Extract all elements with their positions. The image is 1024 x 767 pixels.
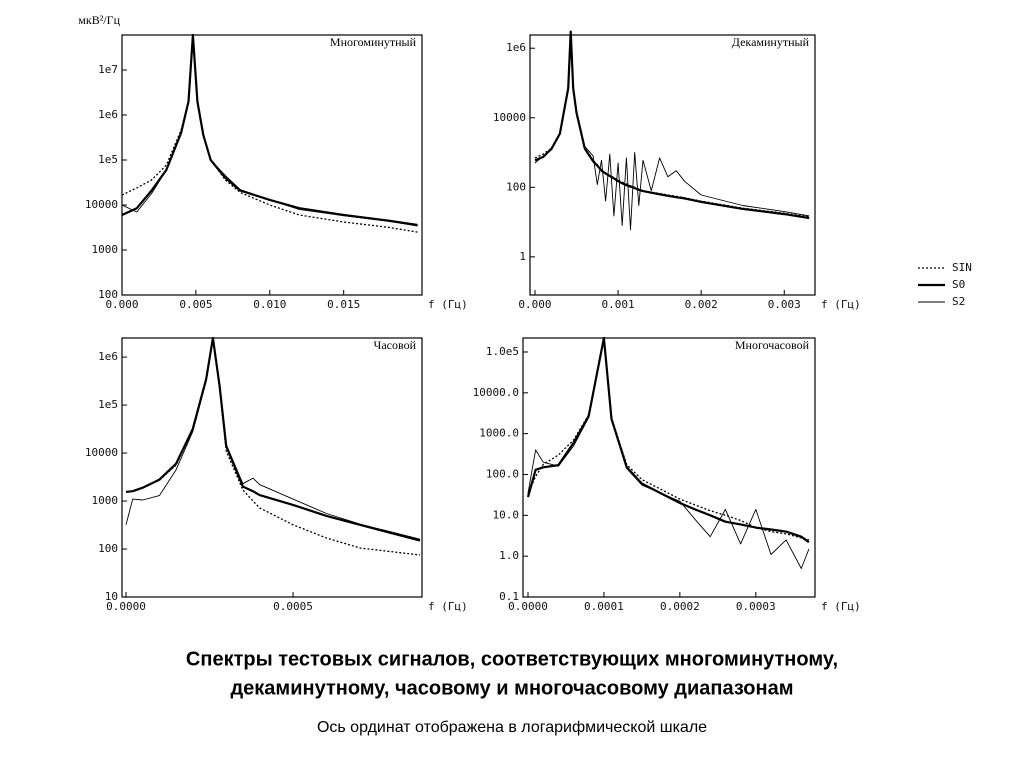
spectrum-line bbox=[125, 336, 421, 542]
spectrum-line bbox=[527, 337, 810, 541]
plot-frame bbox=[522, 337, 816, 598]
y-tick-label: 1e7 bbox=[98, 63, 118, 76]
spectrum-line bbox=[125, 337, 421, 556]
legend-label: S2 bbox=[952, 295, 965, 308]
x-tick-label: 0.005 bbox=[179, 298, 212, 311]
caption-subtitle: Ось ординат отображена в логарифмической… bbox=[317, 719, 707, 736]
x-tick-label: 0.0000 bbox=[508, 600, 548, 613]
y-tick-label: 1000.0 bbox=[479, 427, 519, 440]
x-tick-label: 0.002 bbox=[685, 298, 718, 311]
x-tick-label: 0.0000 bbox=[106, 600, 146, 613]
x-axis-label: f (Гц) bbox=[428, 600, 468, 613]
y-tick-label: 10.0 bbox=[493, 508, 520, 521]
legend-label: SIN bbox=[952, 261, 972, 274]
legend-label: S0 bbox=[952, 278, 965, 291]
y-tick-label: 1e5 bbox=[98, 398, 118, 411]
y-tick-label: 100 bbox=[506, 180, 526, 193]
x-tick-label: 0.010 bbox=[253, 298, 286, 311]
y-tick-label: 1000 bbox=[92, 494, 119, 507]
spectrum-line bbox=[527, 337, 810, 569]
y-tick-label: 1000 bbox=[92, 243, 119, 256]
x-tick-label: 0.0001 bbox=[584, 600, 624, 613]
x-tick-label: 0.000 bbox=[105, 298, 138, 311]
caption-title: Спектры тестовых сигналов, соответствующ… bbox=[186, 648, 838, 670]
plot-frame bbox=[121, 34, 423, 296]
y-tick-label: 1e6 bbox=[506, 41, 526, 54]
y-tick-label: 1.0 bbox=[499, 549, 519, 562]
y-tick-label: 1e6 bbox=[98, 350, 118, 363]
plot-frame bbox=[121, 337, 423, 598]
y-tick-label: 10000.0 bbox=[473, 386, 519, 399]
caption-title: декаминутному, часовому и многочасовому … bbox=[230, 677, 793, 699]
x-tick-label: 0.0003 bbox=[736, 600, 776, 613]
y-tick-label: 10000 bbox=[493, 111, 526, 124]
spectrum-line bbox=[534, 30, 810, 220]
y-axis-label: мкВ²/Гц bbox=[78, 13, 120, 27]
spectrum-line bbox=[121, 33, 418, 227]
y-tick-label: 1e5 bbox=[98, 153, 118, 166]
x-tick-label: 0.015 bbox=[327, 298, 360, 311]
spectrum-line bbox=[534, 30, 810, 218]
y-tick-label: 100 bbox=[98, 288, 118, 301]
panel-title: Часовой bbox=[374, 338, 417, 352]
y-tick-label: 1 bbox=[519, 250, 526, 263]
y-tick-label: 100.0 bbox=[486, 467, 519, 480]
x-axis-label: f (Гц) bbox=[428, 298, 468, 311]
x-tick-label: 0.0005 bbox=[273, 600, 313, 613]
x-tick-label: 0.003 bbox=[768, 298, 801, 311]
panel-title: Многочасовой bbox=[735, 338, 810, 352]
x-axis-label: f (Гц) bbox=[821, 298, 861, 311]
y-tick-label: 0.1 bbox=[499, 590, 519, 603]
plot-frame bbox=[529, 34, 816, 296]
y-tick-label: 10000 bbox=[85, 198, 118, 211]
spectrum-line bbox=[125, 337, 421, 540]
y-tick-label: 10000 bbox=[85, 446, 118, 459]
spectrum-line bbox=[534, 31, 810, 231]
spectrum-line bbox=[121, 34, 418, 233]
x-tick-label: 0.000 bbox=[518, 298, 551, 311]
spectrum-line bbox=[121, 34, 418, 227]
y-tick-label: 1e6 bbox=[98, 108, 118, 121]
y-tick-label: 10 bbox=[105, 590, 118, 603]
x-axis-label: f (Гц) bbox=[821, 600, 861, 613]
panel-title: Многоминутный bbox=[330, 35, 417, 49]
y-tick-label: 1.0e5 bbox=[486, 345, 519, 358]
x-tick-label: 0.001 bbox=[602, 298, 635, 311]
spectrum-line bbox=[526, 336, 810, 544]
x-tick-label: 0.0002 bbox=[660, 600, 700, 613]
y-tick-label: 100 bbox=[98, 542, 118, 555]
panel-title: Декаминутный bbox=[732, 35, 810, 49]
